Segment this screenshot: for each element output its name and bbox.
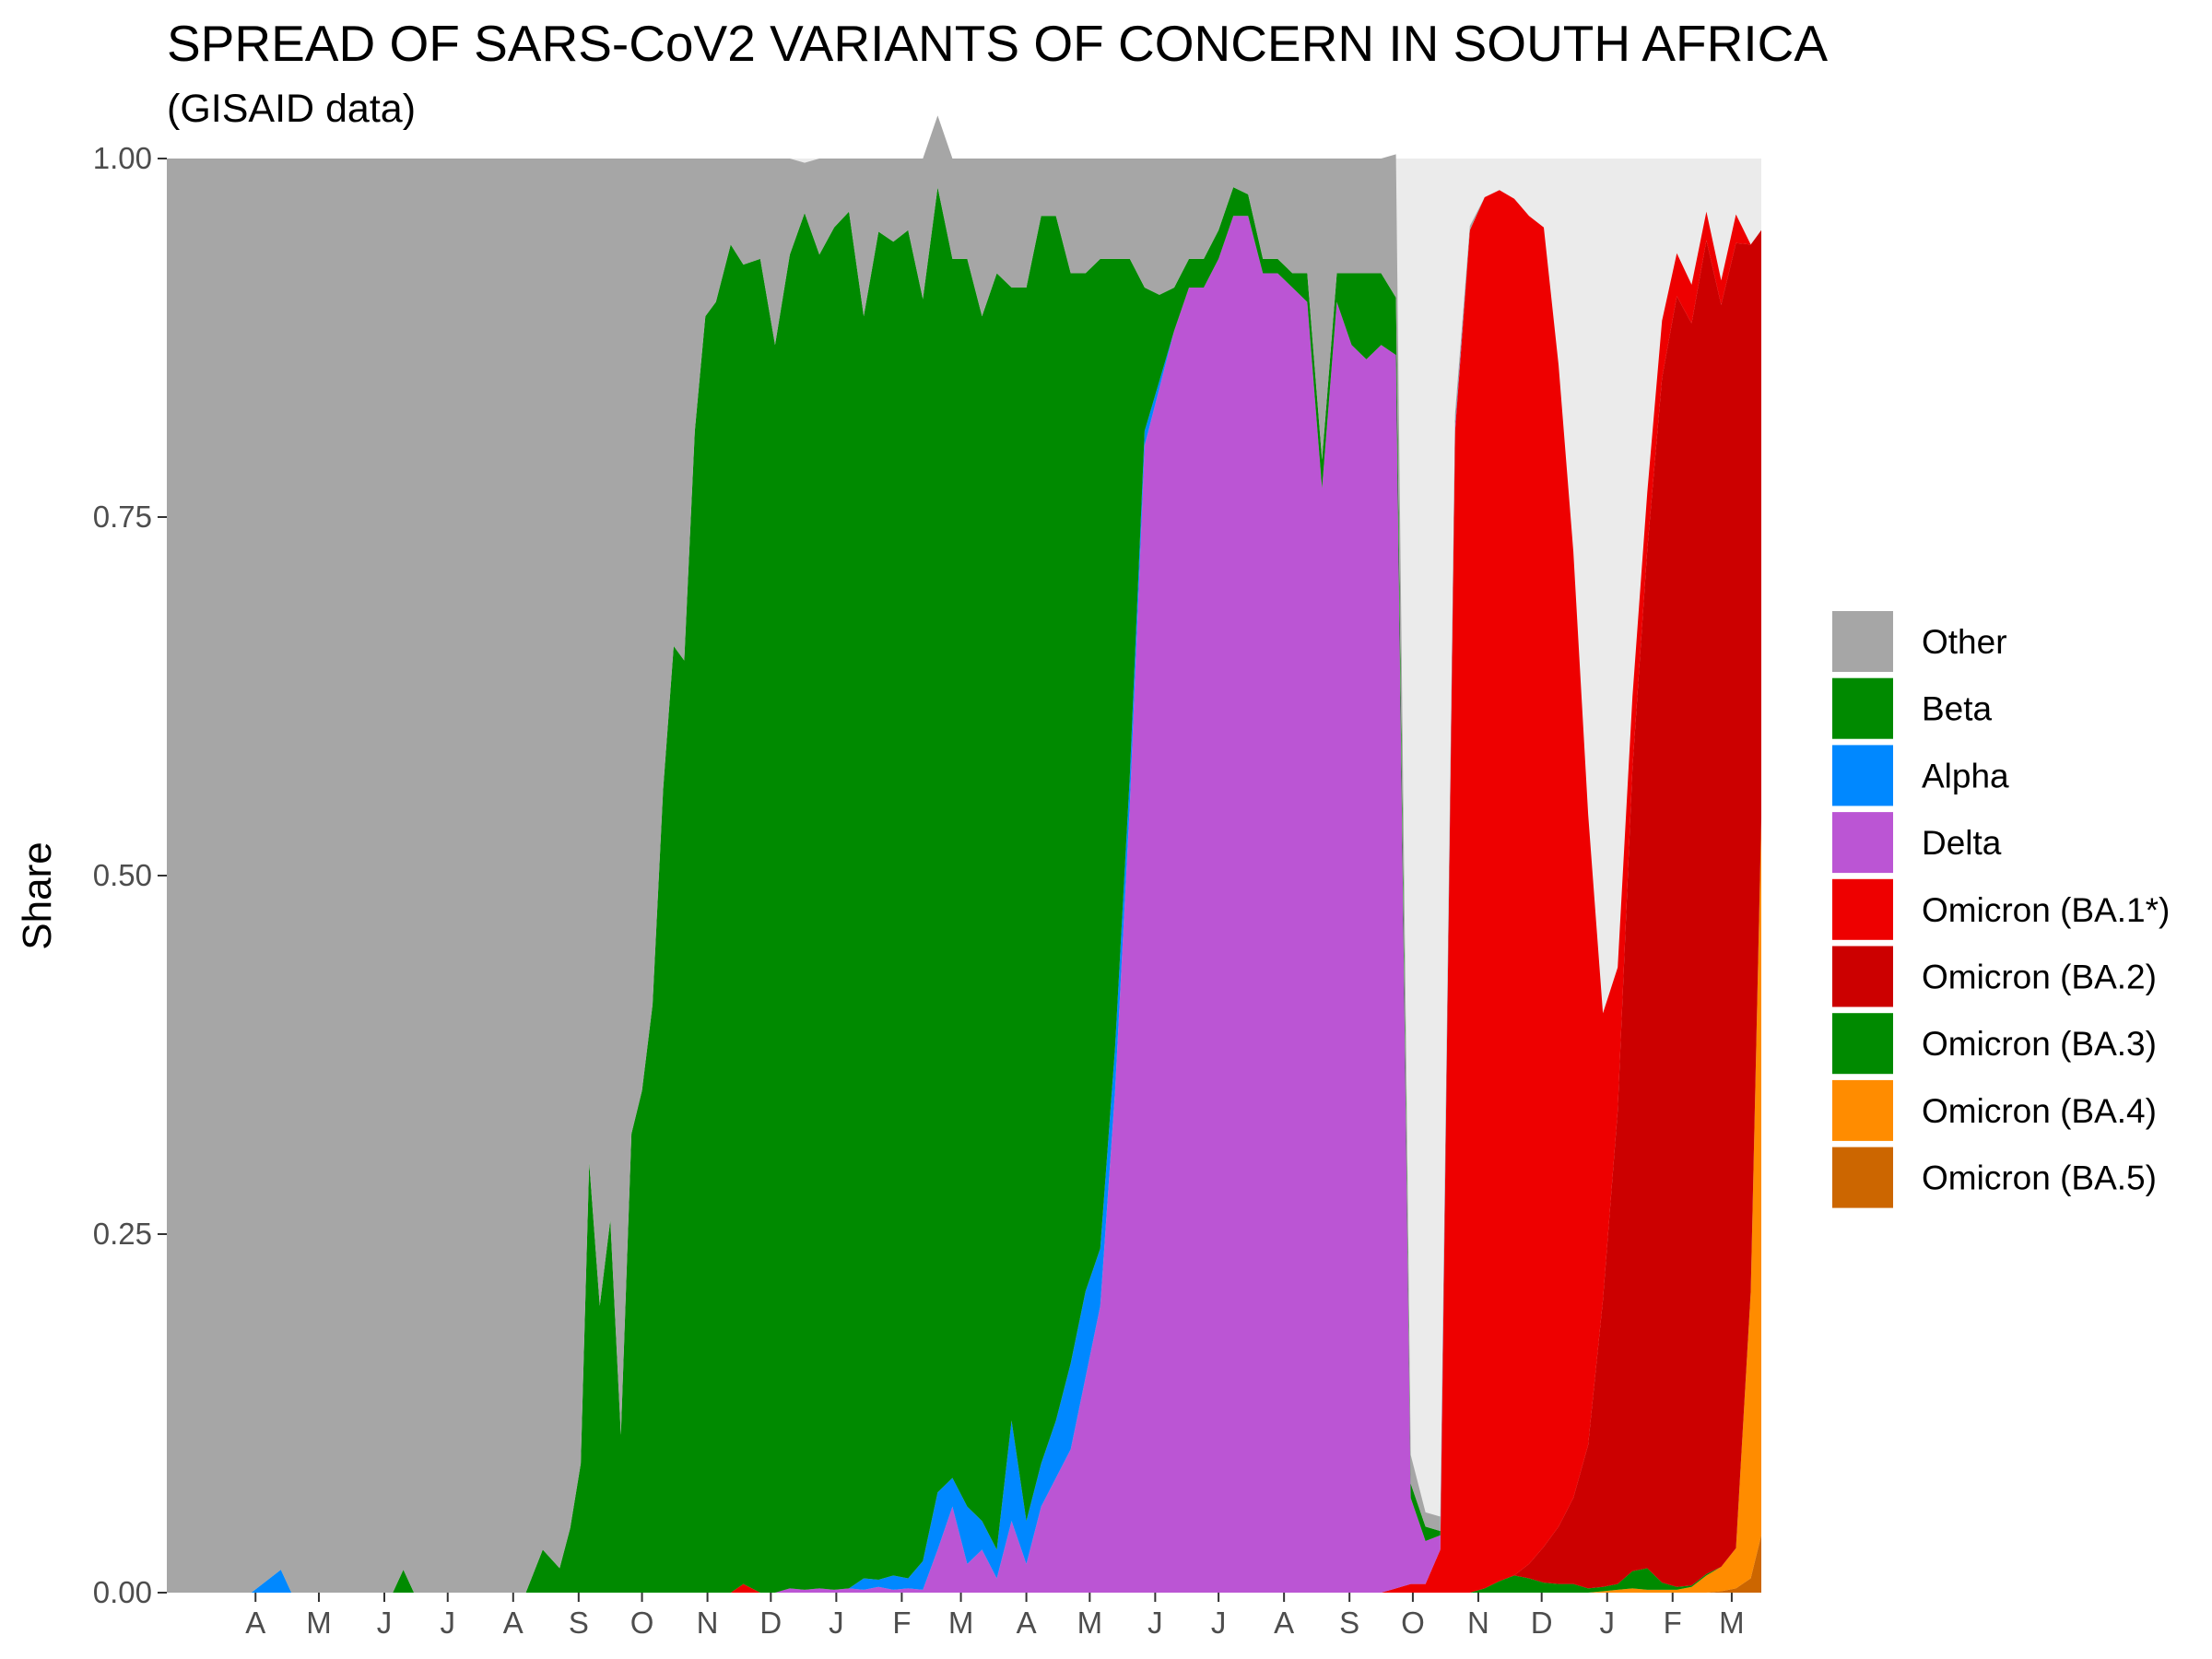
- x-tick-label: N: [697, 1606, 719, 1640]
- y-axis: 0.00 0.25 0.50 0.75 1.00: [93, 141, 167, 1609]
- x-tick-label: J: [377, 1606, 393, 1640]
- legend-key-delta: [1832, 812, 1893, 874]
- x-tick-label: A: [503, 1606, 524, 1640]
- legend-key-alpha: [1832, 745, 1893, 806]
- legend-label-omicron-ba-2: Omicron (BA.2): [1922, 959, 2157, 996]
- legend-label-alpha: Alpha: [1922, 757, 2009, 794]
- x-tick-label: O: [1401, 1606, 1425, 1640]
- legend-key-beta: [1832, 677, 1893, 739]
- legend-label-omicron-ba-3: Omicron (BA.3): [1922, 1025, 2157, 1063]
- legend-label-omicron-ba-1: Omicron (BA.1*): [1922, 891, 2170, 929]
- legend-key-omicron-ba-4: [1832, 1079, 1893, 1141]
- x-tick-label: A: [245, 1606, 265, 1640]
- legend-label-delta: Delta: [1922, 824, 2002, 862]
- area-other: [167, 115, 1761, 1594]
- x-tick-label: J: [829, 1606, 844, 1640]
- x-tick-label: A: [1017, 1606, 1037, 1640]
- x-tick-label: J: [1211, 1606, 1227, 1640]
- x-tick-label: M: [1077, 1606, 1103, 1640]
- x-tick-label: M: [948, 1606, 974, 1640]
- x-tick-label: M: [306, 1606, 332, 1640]
- x-tick-label: F: [892, 1606, 911, 1640]
- legend-key-omicron-ba-1: [1832, 878, 1893, 940]
- x-tick-label: A: [1274, 1606, 1294, 1640]
- area-omicron-ba-2: [167, 229, 1761, 1593]
- x-tick-label: M: [1719, 1606, 1745, 1640]
- area-beta: [167, 187, 1761, 1593]
- x-tick-label: J: [1599, 1606, 1615, 1640]
- legend-key-omicron-ba-2: [1832, 946, 1893, 1007]
- x-tick-label: D: [759, 1606, 782, 1640]
- x-tick-label: F: [1664, 1606, 1682, 1640]
- legend-key-other: [1832, 611, 1893, 672]
- y-tick-label: 0.00: [93, 1575, 152, 1609]
- legend-label-omicron-ba-5: Omicron (BA.5): [1922, 1159, 2157, 1197]
- x-tick-label: S: [569, 1606, 589, 1640]
- plot-panel: [167, 115, 1761, 1594]
- y-axis-title: Share: [15, 841, 60, 949]
- legend-label-omicron-ba-4: Omicron (BA.4): [1922, 1092, 2157, 1130]
- area-delta: [167, 190, 1761, 1594]
- legend-key-omicron-ba-5: [1832, 1147, 1893, 1208]
- legend-label-beta: Beta: [1922, 690, 1993, 728]
- legend-key-omicron-ba-3: [1832, 1013, 1893, 1075]
- y-tick-label: 0.75: [93, 500, 152, 534]
- x-tick-label: J: [1147, 1606, 1163, 1640]
- x-tick-label: J: [441, 1606, 456, 1640]
- x-tick-label: N: [1467, 1606, 1489, 1640]
- x-tick-label: S: [1339, 1606, 1359, 1640]
- y-tick-label: 1.00: [93, 141, 152, 175]
- legend-label-other: Other: [1922, 623, 2007, 661]
- x-tick-label: O: [630, 1606, 654, 1640]
- x-tick-label: D: [1531, 1606, 1553, 1640]
- y-tick-label: 0.25: [93, 1217, 152, 1251]
- y-tick-label: 0.50: [93, 858, 152, 892]
- chart-title: SPREAD OF SARS-CoV2 VARIANTS OF CONCERN …: [167, 15, 1829, 72]
- chart-subtitle: (GISAID data): [167, 87, 417, 131]
- legend: Other Beta Alpha Delta Omicron (BA.1*) Omicro…: [1832, 611, 2170, 1208]
